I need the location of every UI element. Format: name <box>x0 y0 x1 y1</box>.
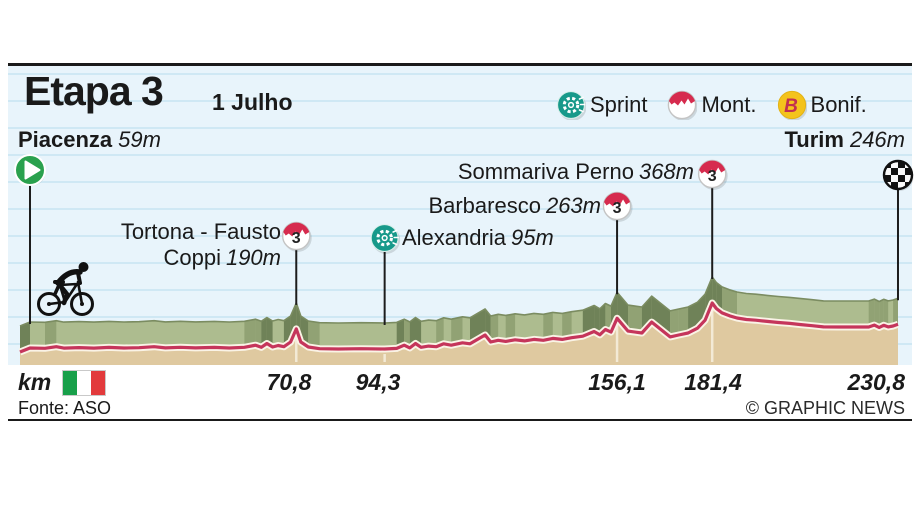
legend-item-mountain: Mont. <box>667 90 756 120</box>
sprint-icon <box>556 90 586 120</box>
legend-label-bonus: Bonif. <box>811 92 867 118</box>
start-name: Piacenza <box>18 127 112 152</box>
legend-label-sprint: Sprint <box>590 92 647 118</box>
cyclist-icon <box>39 262 93 315</box>
finish-label: Turim 246m <box>784 127 905 153</box>
legend-item-sprint: Sprint <box>556 90 647 120</box>
finish-elevation: 246m <box>850 127 905 152</box>
bottom-rule <box>8 419 912 421</box>
start-marker-icon <box>15 155 46 186</box>
waypoint-label-alexandria: Alexandria95m <box>402 225 554 251</box>
finish-marker-icon <box>877 154 919 196</box>
km-tick-181-4: 181,4 <box>684 369 742 396</box>
mountain-cat3-marker-icon: 3 <box>603 192 632 222</box>
svg-text:B: B <box>784 96 798 117</box>
axis-unit-label: km <box>18 369 51 396</box>
km-tick-94-3: 94,3 <box>356 369 401 396</box>
source-credit: Fonte: ASO <box>18 398 111 419</box>
finish-name: Turim <box>784 127 843 152</box>
bonus-icon: B <box>777 90 807 120</box>
italy-flag-icon <box>62 370 106 396</box>
sprint-marker-icon <box>371 225 400 254</box>
legend: Sprint Mont. B Bonif. <box>556 90 867 120</box>
start-elevation: 59m <box>118 127 161 152</box>
waypoint-label-sommariva: Sommariva Perno368m <box>458 159 694 185</box>
page-title: Etapa 3 <box>24 68 163 115</box>
infographic-canvas: 3 3 3 Etapa 3 1 Julho Sprint Mont. B Bonif… <box>0 0 920 518</box>
legend-item-bonus: B Bonif. <box>777 90 867 120</box>
km-tick-230-8: 230,8 <box>847 369 905 396</box>
mountain-cat3-marker-icon: 3 <box>283 222 312 252</box>
start-label: Piacenza59m <box>18 127 161 153</box>
mountain-cat3-marker-icon: 3 <box>699 160 728 190</box>
legend-label-mountain: Mont. <box>701 92 756 118</box>
km-tick-70-8: 70,8 <box>267 369 312 396</box>
distance-axis: km 70,8 94,3 156,1 181,4 230,8 <box>0 369 920 397</box>
waypoint-label-tortona: Tortona - Fausto Coppi190m <box>121 219 281 271</box>
km-tick-156-1: 156,1 <box>588 369 646 396</box>
svg-text:3: 3 <box>613 200 622 217</box>
mountain-icon <box>667 90 697 120</box>
stage-date: 1 Julho <box>212 89 293 116</box>
waypoint-label-barbaresco: Barbaresco263m <box>428 193 601 219</box>
svg-text:3: 3 <box>292 230 301 247</box>
copyright-credit: © GRAPHIC NEWS <box>746 398 905 419</box>
svg-text:3: 3 <box>708 168 717 185</box>
